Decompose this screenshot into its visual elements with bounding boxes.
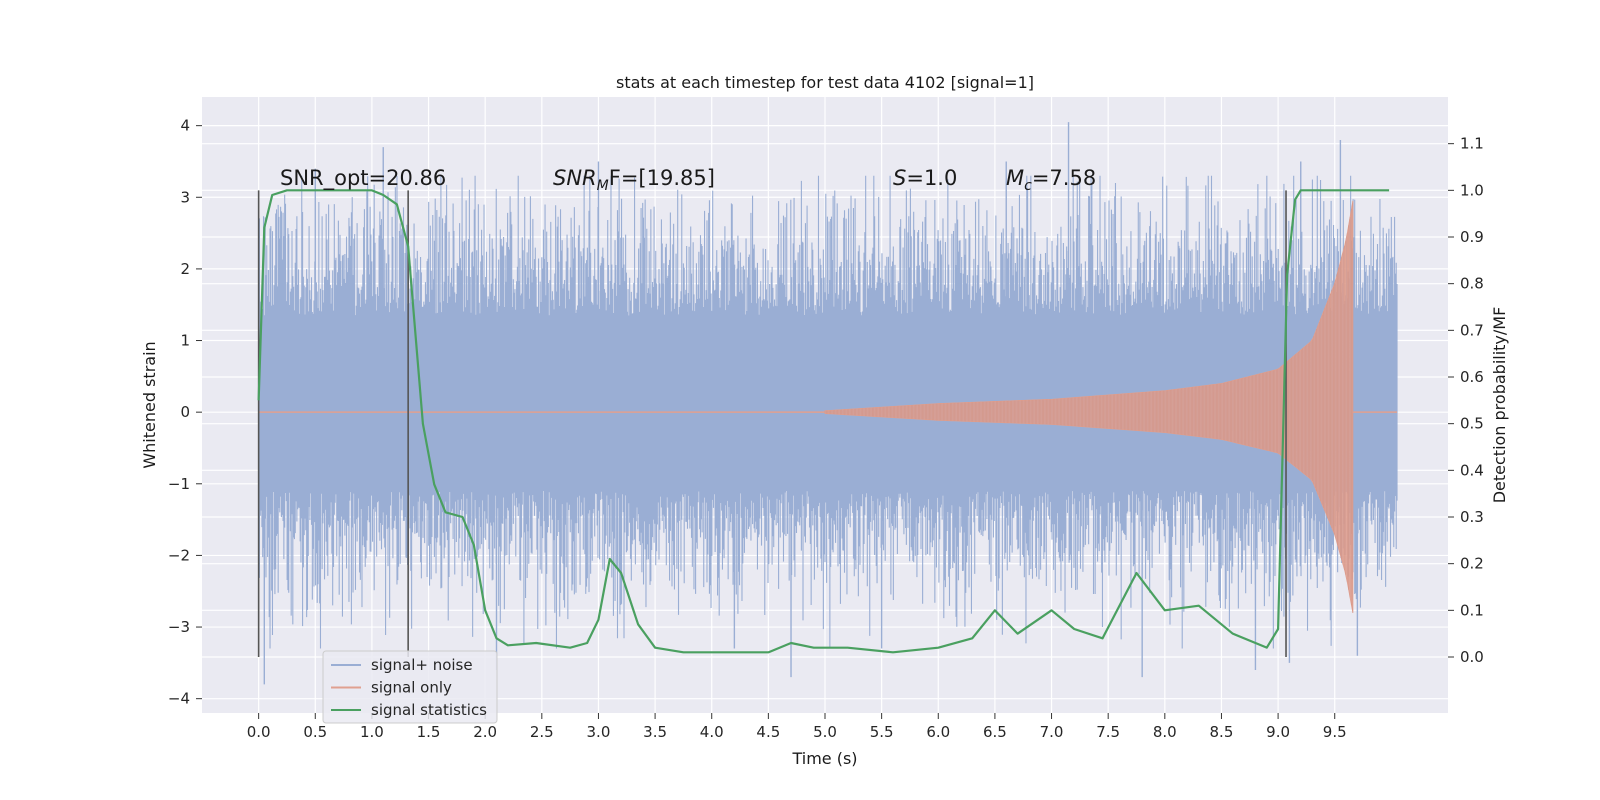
vertical-markers [257, 190, 1287, 657]
y-tick-label: −2 [168, 546, 190, 564]
annotation-mc-rest: =7.58 [1032, 166, 1096, 190]
x-tick-label: 3.5 [643, 723, 667, 741]
legend-box [322, 650, 498, 724]
annotation-snr-mf: SNRMF=[19.85] [553, 166, 715, 194]
x-tick-label: 8.0 [1153, 723, 1177, 741]
y2-tick-label: 0.2 [1460, 555, 1484, 573]
y-tick-label: 4 [180, 117, 190, 135]
x-tick-label: 4.5 [756, 723, 780, 741]
signal-statistics-series [257, 189, 1390, 654]
x-tick-label: 8.5 [1210, 723, 1234, 741]
y2-tick-label: 0.1 [1460, 601, 1484, 619]
annotation-snr-mf-rest: F=[19.85] [609, 166, 715, 190]
y2-tick-label: 0.5 [1460, 415, 1484, 433]
y2-axis-ticks: 1.1 1.0 0.9 0.8 0.7 0.6 0.5 0.4 0.3 0.2 0.1 0.0 [1448, 135, 1484, 666]
chart-title: stats at each timestep for test data 410… [616, 73, 1034, 92]
x-tick-label: 2.5 [530, 723, 554, 741]
signal-only-oscillation [824, 200, 1354, 613]
y2-tick-label: 0.7 [1460, 321, 1484, 339]
annotation-mc-main: M [1006, 166, 1024, 190]
annotation-snr-opt: SNR_opt=20.86 [280, 166, 446, 191]
y2-axis-title: Detection probability/MF [1490, 307, 1509, 504]
y2-tick-label: 0.3 [1460, 508, 1484, 526]
annotation-snr-mf-main: SNR [553, 166, 597, 190]
x-tick-label: 2.0 [473, 723, 497, 741]
x-axis-title: Time (s) [791, 749, 857, 768]
legend-label-signal-noise: signal+ noise [371, 656, 473, 674]
x-tick-label: 3.0 [587, 723, 611, 741]
y-tick-label: 3 [180, 188, 190, 206]
y2-tick-label: 0.8 [1460, 275, 1484, 293]
x-tick-label: 6.0 [926, 723, 950, 741]
x-tick-label: 5.0 [813, 723, 837, 741]
y-tick-label: 1 [180, 332, 190, 350]
y-tick-label: −4 [168, 690, 190, 708]
legend-label-signal-only: signal only [371, 679, 452, 697]
x-tick-label: 0.5 [303, 723, 327, 741]
y2-tick-label: 0.9 [1460, 228, 1484, 246]
y-axis-ticks: 4 3 2 1 0 −1 −2 −3 −4 [168, 117, 202, 708]
annotation-mc: Mc=7.58 [1006, 166, 1096, 194]
x-tick-label: 0.0 [247, 723, 271, 741]
x-tick-label: 7.0 [1040, 723, 1064, 741]
signal-statistics-line [257, 189, 1390, 654]
x-tick-label: 1.0 [360, 723, 384, 741]
y-tick-label: 2 [180, 260, 190, 278]
annotation-mc-sub: c [1024, 178, 1032, 194]
y2-tick-label: 0.4 [1460, 461, 1484, 479]
y2-tick-label: 1.1 [1460, 135, 1484, 153]
y-tick-label: 0 [180, 403, 190, 421]
y2-tick-label: 1.0 [1460, 181, 1484, 199]
x-tick-label: 6.5 [983, 723, 1007, 741]
legend: signal+ noise signal only signal statist… [322, 650, 498, 724]
y2-tick-label: 0.0 [1460, 648, 1484, 666]
y-tick-label: −1 [168, 475, 190, 493]
y-tick-label: −3 [168, 618, 190, 636]
x-axis-ticks: 0.0 0.5 1.0 1.5 2.0 2.5 3.0 3.5 4.0 4.5 5.0 5.5 6.0 6… [247, 713, 1347, 741]
x-tick-label: 9.0 [1266, 723, 1290, 741]
x-tick-label: 1.5 [417, 723, 441, 741]
legend-label-signal-statistics: signal statistics [371, 701, 487, 719]
y-axis-title: Whitened strain [140, 341, 159, 468]
y2-tick-label: 0.6 [1460, 368, 1484, 386]
annotation-s: S=1.0 [893, 166, 957, 190]
annotation-s-rest: =1.0 [906, 166, 957, 190]
x-tick-label: 5.5 [870, 723, 894, 741]
x-tick-label: 7.5 [1096, 723, 1120, 741]
annotation-s-italic: S [893, 166, 906, 190]
signal-only-series [258, 200, 1398, 613]
x-tick-label: 4.0 [700, 723, 724, 741]
x-tick-label: 9.5 [1323, 723, 1347, 741]
annotation-snr-mf-sub: M [597, 178, 609, 194]
